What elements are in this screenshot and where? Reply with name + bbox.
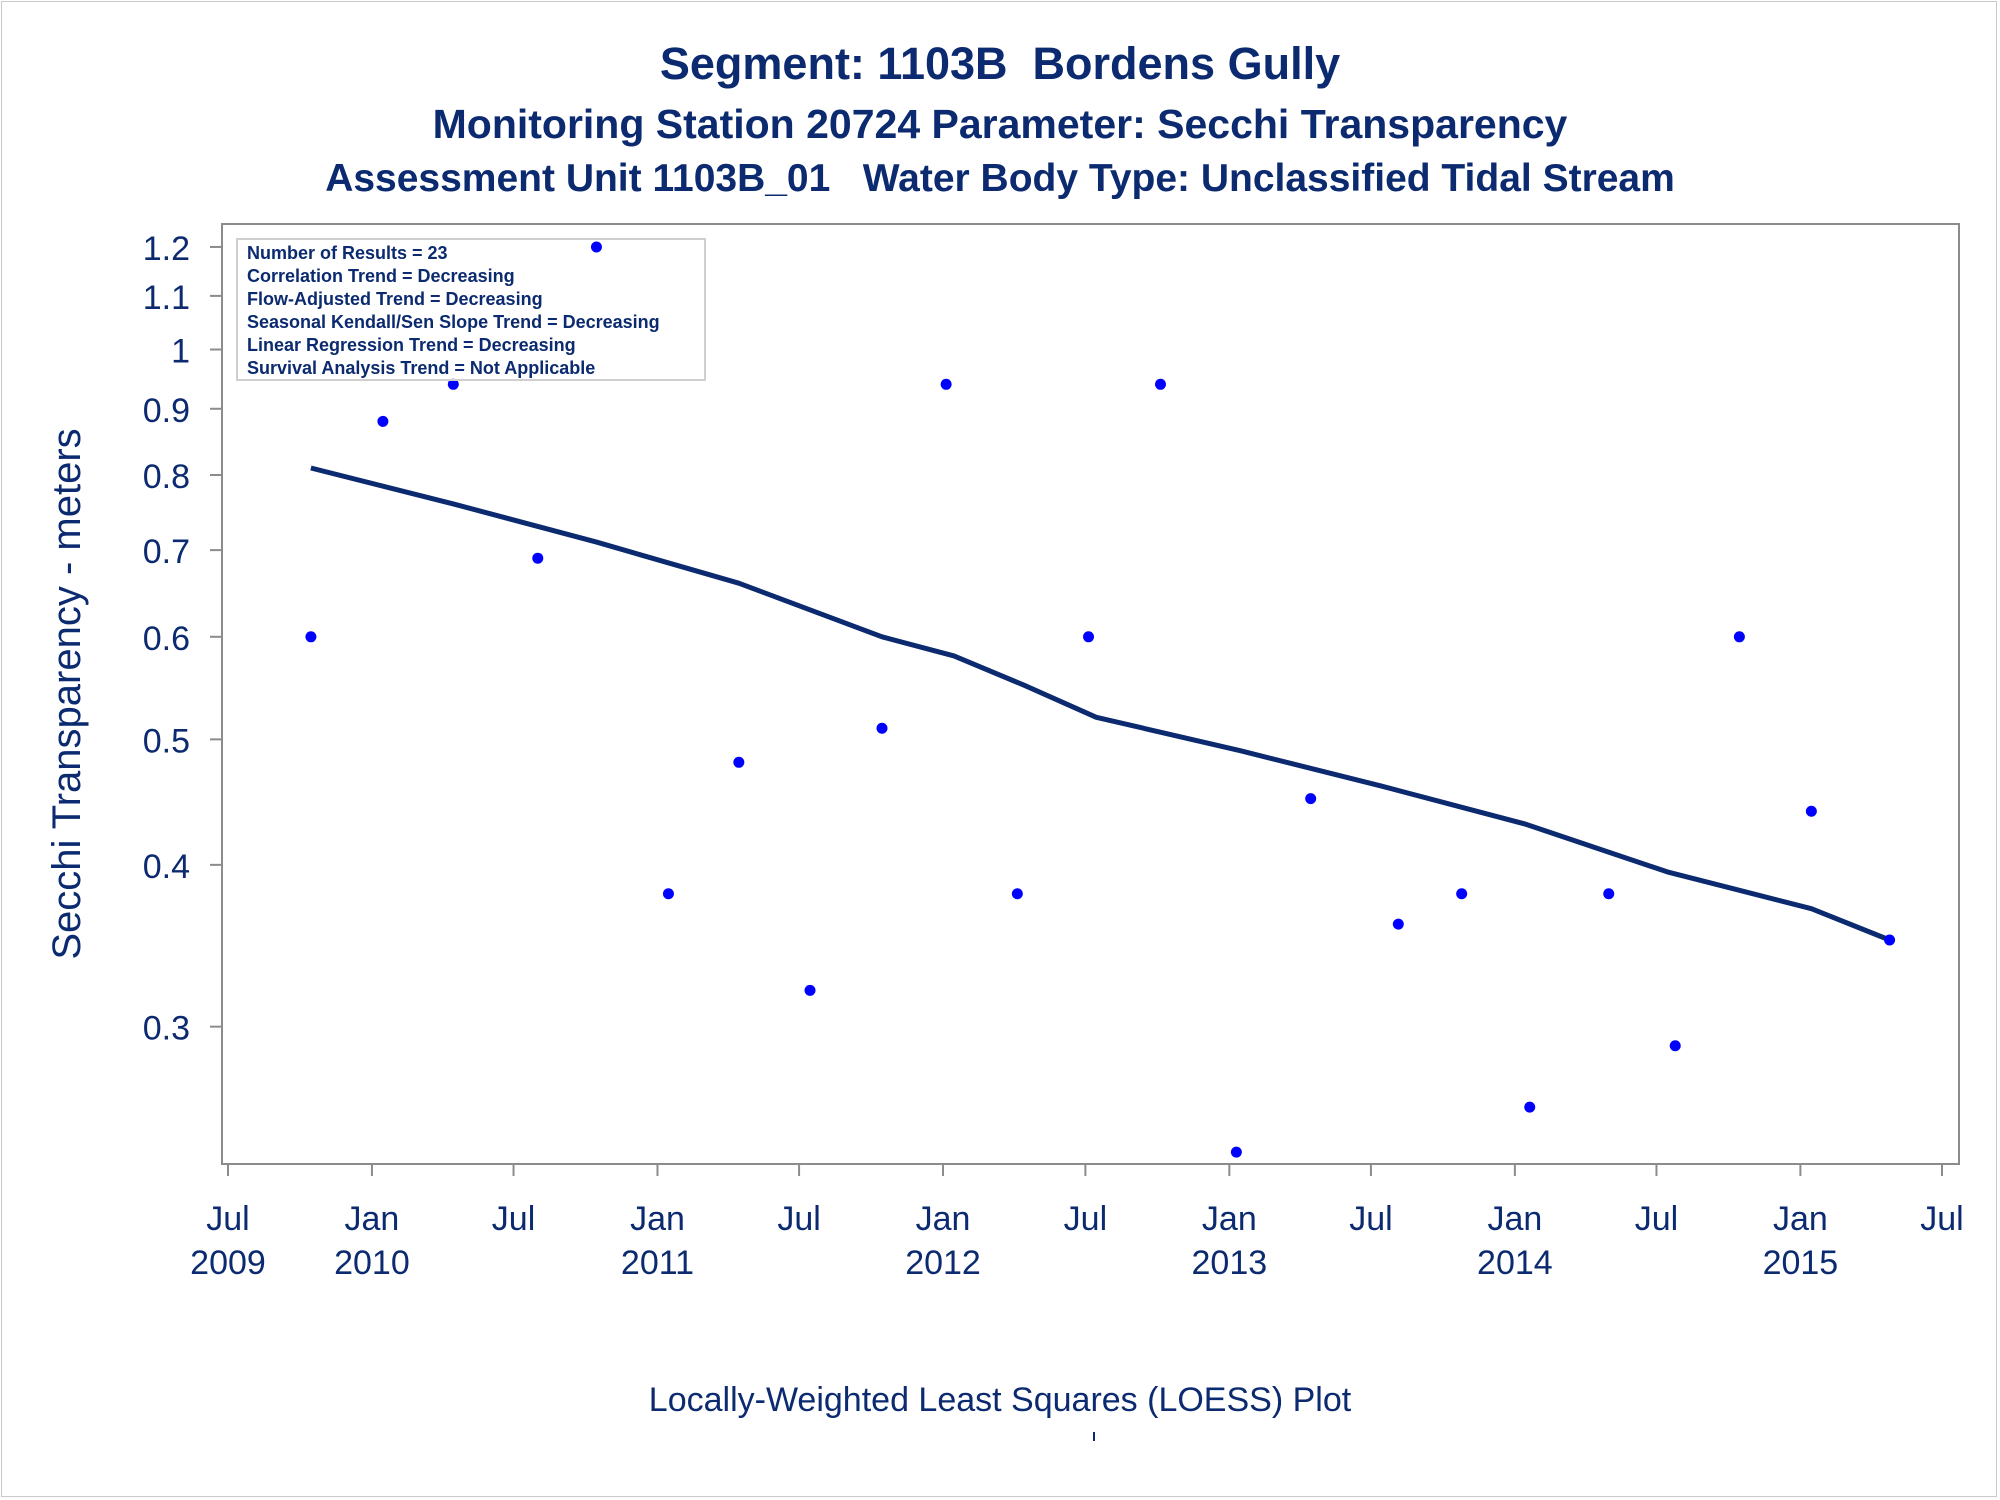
- y-axis: 0.3 0.4 0.5 0.6 0.7 0.8 0.9 1 1.1 1.2: [143, 230, 222, 1048]
- y-tick-label: 0.5: [143, 722, 190, 760]
- stats-survival-analysis-trend: Survival Analysis Trend = Not Applicable: [247, 358, 595, 378]
- y-tick-label: 0.3: [143, 1010, 190, 1048]
- chart-subtitle: Monitoring Station 20724 Parameter: Secc…: [432, 101, 1568, 147]
- stats-seasonal-kendall-trend: Seasonal Kendall/Sen Slope Trend = Decre…: [247, 312, 660, 332]
- data-point: [1011, 888, 1023, 900]
- y-tick-label: 0.7: [143, 533, 190, 571]
- x-tick-label-year: 2015: [1763, 1244, 1839, 1282]
- y-tick-label: 0.8: [143, 458, 190, 496]
- x-axis: Jul 2009 Jan 2010 Jul Jan 2011 Jul Jan 2012 Jul Jan…: [190, 1163, 1964, 1282]
- data-point: [1524, 1101, 1536, 1113]
- x-tick-label-year: 2011: [621, 1244, 694, 1282]
- x-tick-label-month: Jan: [1202, 1200, 1257, 1238]
- y-axis-label: Secchi Transparency - meters: [45, 428, 89, 959]
- x-tick-label-month: Jan: [1487, 1200, 1542, 1238]
- data-point: [1733, 631, 1745, 643]
- x-tick-label-month: Jul: [777, 1200, 820, 1238]
- y-tick-label: 0.4: [143, 848, 190, 886]
- x-tick-label-month: Jan: [345, 1200, 400, 1238]
- loess-trend-line: [310, 465, 1891, 943]
- scatter-chart: 0.3 0.4 0.5 0.6 0.7 0.8 0.9 1 1.1 1.2 Jul 2009 Jan 2…: [45, 223, 1964, 1282]
- data-point: [1456, 888, 1468, 900]
- data-point: [1154, 378, 1166, 390]
- x-tick-label-year: 2013: [1192, 1244, 1268, 1282]
- chart-footnote: Locally-Weighted Least Squares (LOESS) P…: [648, 1381, 1352, 1419]
- y-tick-label: 1: [171, 333, 190, 371]
- data-point: [305, 631, 317, 643]
- stats-number-of-results: Number of Results = 23: [247, 243, 448, 263]
- data-point: [590, 241, 602, 253]
- data-point: [733, 756, 745, 768]
- x-tick-label-year: 2010: [334, 1244, 410, 1282]
- data-point: [377, 415, 389, 427]
- chart-title: Segment: 1103B Bordens Gully: [659, 38, 1341, 89]
- data-points: [305, 241, 1896, 1158]
- data-point: [1083, 631, 1095, 643]
- y-tick-label: 1.2: [143, 230, 190, 268]
- x-tick-label-month: Jul: [206, 1200, 249, 1238]
- x-tick-label-year: 2012: [905, 1244, 981, 1282]
- stats-flow-adjusted-trend: Flow-Adjusted Trend = Decreasing: [247, 289, 543, 309]
- x-tick-label-month: Jan: [1773, 1200, 1828, 1238]
- x-tick-label-month: Jul: [1349, 1200, 1392, 1238]
- x-tick-label-month: Jan: [630, 1200, 685, 1238]
- data-point: [1884, 934, 1896, 946]
- data-point: [1805, 805, 1817, 817]
- footnote-mark: [1093, 1432, 1095, 1441]
- y-tick-label: 0.9: [143, 392, 190, 430]
- data-point: [1392, 918, 1404, 930]
- stats-linear-regression-trend: Linear Regression Trend = Decreasing: [247, 335, 576, 355]
- x-tick-label-month: Jul: [492, 1200, 535, 1238]
- data-point: [876, 722, 888, 734]
- data-point: [1305, 793, 1317, 805]
- data-point: [1603, 888, 1615, 900]
- stats-legend-box: [236, 238, 706, 381]
- y-tick-label: 0.6: [143, 620, 190, 658]
- data-point: [940, 378, 952, 390]
- data-point: [447, 378, 459, 390]
- data-point: [1230, 1146, 1242, 1158]
- x-tick-label-year: 2009: [190, 1244, 266, 1282]
- x-tick-label-year: 2014: [1477, 1244, 1553, 1282]
- data-point: [662, 888, 674, 900]
- x-tick-label-month: Jul: [1064, 1200, 1107, 1238]
- chart-subtitle-2: Assessment Unit 1103B_01 Water Body Type…: [325, 157, 1675, 200]
- data-point: [804, 984, 816, 996]
- data-point: [1669, 1040, 1681, 1052]
- stats-correlation-trend: Correlation Trend = Decreasing: [247, 266, 515, 286]
- data-point: [532, 552, 544, 564]
- x-tick-label-month: Jan: [916, 1200, 971, 1238]
- y-tick-label: 1.1: [143, 279, 190, 317]
- x-tick-label-month: Jul: [1920, 1200, 1963, 1238]
- stats-legend: Number of Results = 23 Correlation Trend…: [236, 238, 706, 381]
- x-tick-label-month: Jul: [1635, 1200, 1678, 1238]
